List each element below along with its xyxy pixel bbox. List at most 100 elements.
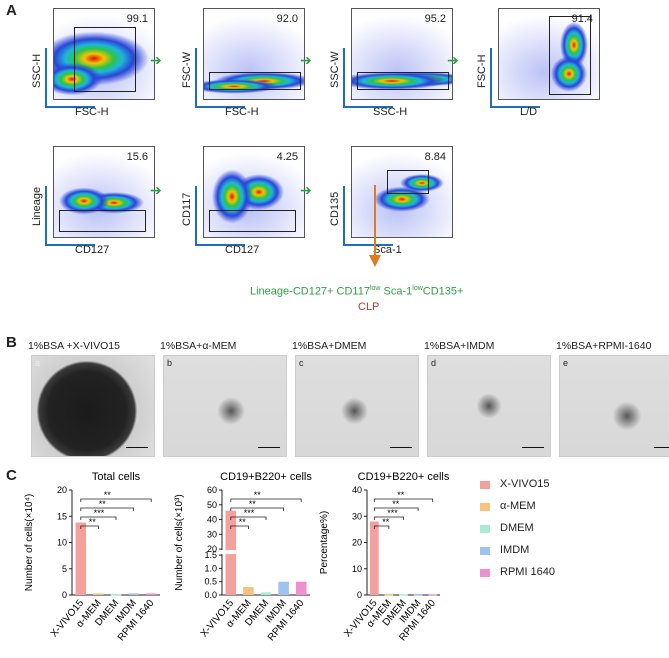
phenotype-part-1: Lineage-CD127+ CD117 <box>250 285 370 298</box>
legend-swatch <box>480 569 490 577</box>
micrograph-title: 1%BSA+IMDM <box>424 340 495 352</box>
y-axis-arrow <box>45 186 47 246</box>
significance-label: ** <box>392 499 400 509</box>
micrograph-title: 1%BSA+α-MEM <box>160 340 237 352</box>
gate-percentage: 15.6 <box>126 151 148 163</box>
micrograph: e <box>559 355 669 457</box>
y-axis-label: Percentage%) <box>319 511 330 574</box>
bar-chart: Total cells Number of cells(×10⁴) 0 5 10 15 20… <box>24 471 160 643</box>
gate-percentage: 8.84 <box>424 151 446 163</box>
bar <box>413 593 423 596</box>
scale-bar <box>258 446 280 448</box>
micrograph-letter: b <box>167 358 173 368</box>
flow-plot: 99.1 SSC-H FSC-H <box>31 8 155 118</box>
x-axis-arrow <box>195 244 245 246</box>
y-tick-label: 20 <box>207 544 217 554</box>
y-tick-label: 50 <box>207 500 217 510</box>
gate-arrow-3: ➔ <box>447 52 459 68</box>
clp-arrow <box>369 185 381 267</box>
chart-title: CD19+B220+ cells <box>220 471 312 483</box>
gate-arrow-4: ➔ <box>150 182 162 198</box>
significance-bracket <box>373 516 404 520</box>
x-axis-label: CD127 <box>225 244 260 256</box>
flow-plot: 4.25 CD117 CD127 <box>181 146 305 256</box>
gate-box <box>59 210 146 232</box>
legend-swatch <box>480 503 490 511</box>
gate-percentage: 91.4 <box>571 13 593 25</box>
micrograph-title: 1%BSA+DMEM <box>292 340 367 352</box>
y-tick-label: 40 <box>207 515 217 525</box>
micrograph-letter: c <box>299 358 304 368</box>
micrograph: b <box>163 355 287 457</box>
y-tick-label: 1.5 <box>204 550 217 560</box>
flow-density: 92.0 <box>203 8 305 100</box>
y-tick-label: 0.0 <box>204 590 217 600</box>
significance-bracket <box>373 498 434 502</box>
gate-percentage: 99.1 <box>126 13 148 25</box>
significance-bracket <box>80 525 99 529</box>
gate-percentage: 92.0 <box>276 13 298 25</box>
significance-bracket <box>80 498 152 502</box>
significance-label: ** <box>397 490 405 500</box>
significance-label: ** <box>382 517 390 527</box>
micrograph: d <box>427 355 551 457</box>
y-axis-arrow <box>45 48 47 108</box>
legend-label: RPMI 1640 <box>500 566 556 578</box>
y-tick-label: 0.5 <box>204 577 217 587</box>
micrograph-letter: a <box>35 358 41 368</box>
bar <box>278 581 289 595</box>
y-tick-label: 5 <box>62 564 67 574</box>
flow-density: 4.25 <box>203 146 305 238</box>
flow-plot: 15.6 Lineage CD127 <box>31 146 155 256</box>
bar <box>93 593 104 595</box>
scale-bar <box>654 446 669 448</box>
bar <box>145 593 157 595</box>
flow-density: 95.2 <box>351 8 453 100</box>
micrograph: a <box>31 355 155 457</box>
y-tick-label: 1.0 <box>204 563 217 573</box>
y-axis-label: Number of cells(×10³) <box>174 494 185 590</box>
legend-label: X-VIVO15 <box>500 478 550 490</box>
gate-box <box>209 210 296 232</box>
y-axis-arrow <box>490 48 492 108</box>
x-axis-label: CD127 <box>75 244 110 256</box>
scale-bar <box>522 446 544 448</box>
bar-chart: CD19+B220+ cells Number of cells(×10³) 0.0… <box>174 471 312 643</box>
legend-label: α-MEM <box>500 500 536 512</box>
flow-density: 91.4 <box>498 8 600 100</box>
micrograph-title: 1%BSA+RPMI-1640 <box>556 340 652 352</box>
flow-plot: 95.2 SSC-W SSC-H <box>329 8 453 118</box>
gate-box <box>209 72 301 91</box>
y-axis-arrow <box>343 48 345 108</box>
significance-label: *** <box>387 508 398 518</box>
y-tick-label: 40 <box>352 485 362 495</box>
bar <box>75 522 87 595</box>
y-axis-arrow <box>195 186 197 246</box>
legend-label: IMDM <box>500 544 530 556</box>
phenotype-sup-1: low <box>369 285 381 292</box>
bar-chart: CD19+B220+ cellsPercentage%)010203040X-V… <box>319 471 450 643</box>
x-axis-arrow <box>343 106 393 108</box>
significance-label: ** <box>99 499 107 509</box>
panel-b-letter: B <box>6 334 17 351</box>
x-axis-arrow <box>343 244 393 246</box>
scale-bar <box>390 446 412 448</box>
significance-label: ** <box>104 490 112 500</box>
chart-title: CD19+B220+ cells <box>358 471 450 483</box>
y-tick-label: 15 <box>57 511 67 521</box>
y-tick-label: 60 <box>207 485 217 495</box>
x-axis-arrow <box>490 106 540 108</box>
flow-plot: 8.84 CD135 Sca-1 <box>329 146 453 256</box>
y-tick-label: 20 <box>352 538 362 548</box>
chart-title: Total cells <box>92 471 141 483</box>
legend-swatch <box>480 525 490 533</box>
significance-label: ** <box>249 499 257 509</box>
y-tick-label: 10 <box>352 564 362 574</box>
y-axis-label: CD117 <box>181 192 193 226</box>
y-tick-label: 10 <box>57 538 67 548</box>
significance-label: *** <box>94 508 105 518</box>
bar <box>260 592 272 595</box>
gate-arrow-5: ➔ <box>300 182 312 198</box>
bar <box>399 594 408 596</box>
panel-c-letter: C <box>6 467 17 484</box>
